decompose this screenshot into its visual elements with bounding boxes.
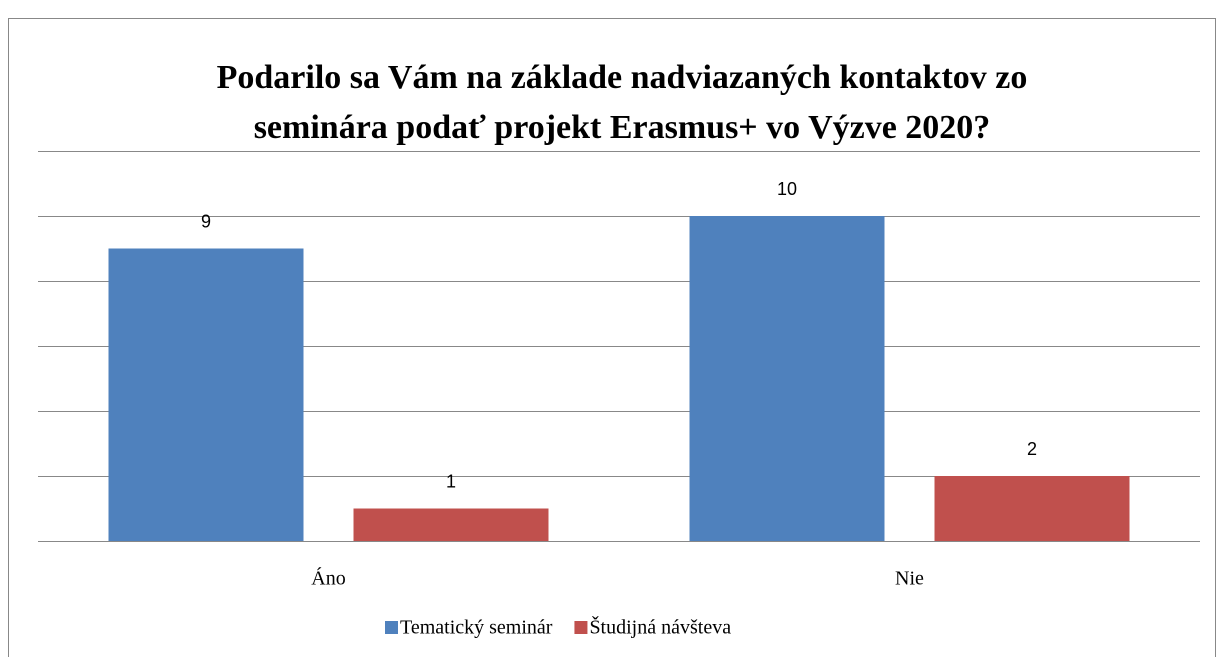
legend: Tematický seminár Študijná návšteva (385, 615, 731, 639)
bar (689, 216, 885, 541)
legend-label: Tematický seminár (400, 617, 553, 639)
data-label: 2 (1027, 439, 1037, 459)
bar (108, 248, 304, 541)
legend-swatch (574, 621, 588, 634)
chart-title: seminára podať projekt Erasmus+ vo Výzve… (254, 109, 991, 146)
legend-swatch (385, 621, 398, 634)
data-label: 10 (777, 179, 797, 199)
x-tick-label: Nie (895, 568, 924, 590)
bar (353, 508, 549, 541)
data-label: 1 (446, 471, 456, 491)
chart-title: Podarilo sa Vám na základe nadviazaných … (217, 59, 1028, 96)
data-label: 9 (201, 211, 211, 231)
bar (934, 476, 1130, 541)
legend-label: Študijná návšteva (589, 615, 731, 639)
x-tick-label: Áno (311, 567, 345, 590)
